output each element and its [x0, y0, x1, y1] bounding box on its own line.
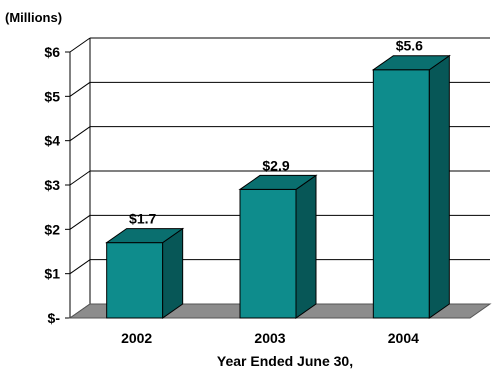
bars: $1.7 $2.9 $5.6 — [105, 38, 451, 319]
bar-side — [295, 174, 317, 319]
y-tick-label: $4 — [44, 133, 60, 149]
bar — [105, 227, 185, 319]
y-tick-label: $- — [48, 310, 61, 326]
bar-front — [239, 188, 297, 319]
gridline-side — [69, 259, 91, 275]
bar — [371, 54, 451, 319]
gridline-side — [69, 37, 91, 53]
x-category-label: 2003 — [254, 330, 285, 346]
gridline-side — [69, 170, 91, 186]
bar-front — [106, 242, 164, 319]
bar-value-label: $1.7 — [129, 211, 156, 227]
bar — [238, 174, 318, 319]
x-category-label: 2004 — [388, 330, 419, 346]
bar-top — [105, 228, 185, 244]
bar-top — [238, 174, 318, 190]
y-tick-label: $6 — [44, 44, 60, 60]
bar-front — [372, 69, 430, 319]
y-tick-label: $2 — [44, 221, 60, 237]
gridline-side — [69, 81, 91, 97]
bar-side — [162, 227, 184, 319]
bar-side — [428, 54, 450, 319]
x-axis-title: Year Ended June 30, — [217, 353, 353, 369]
bar-value-label: $2.9 — [262, 157, 289, 173]
y-tick-label: $1 — [44, 266, 60, 282]
y-tick-label: $5 — [44, 88, 60, 104]
y-axis-ticks: $- $1 $2 $3 $4 $5 $6 — [44, 44, 60, 326]
x-category-label: 2002 — [121, 330, 152, 346]
x-axis-labels: 2002 2003 2004 — [121, 330, 419, 346]
gridline-side — [69, 214, 91, 230]
unit-label: (Millions) — [5, 10, 62, 25]
bar-value-label: $5.6 — [396, 38, 423, 54]
y-tick-label: $3 — [44, 177, 60, 193]
gridline-side — [69, 126, 91, 142]
bar-top — [371, 55, 451, 71]
